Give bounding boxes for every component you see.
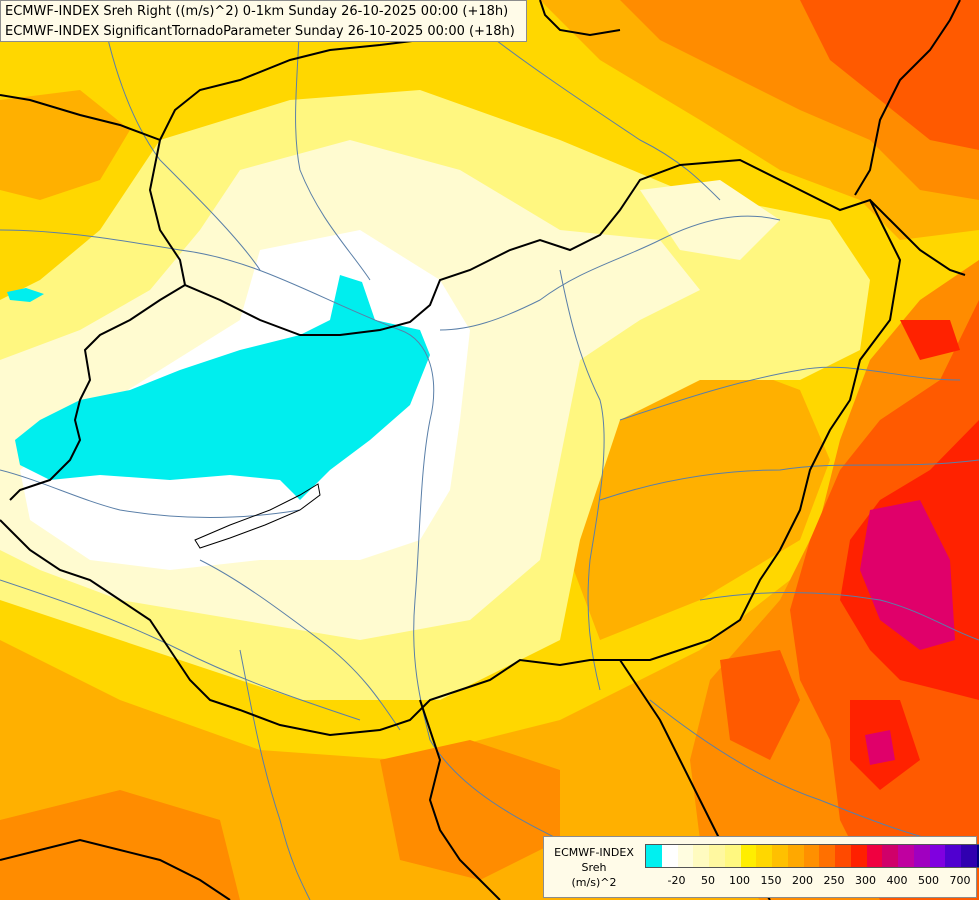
cyan-field bbox=[7, 275, 430, 500]
legend-swatch bbox=[976, 845, 979, 867]
legend-color-bar bbox=[645, 844, 979, 868]
legend-swatch bbox=[819, 845, 835, 867]
legend-swatch bbox=[787, 845, 804, 867]
legend-tick-label: 50 bbox=[701, 874, 715, 887]
legend-swatch bbox=[756, 845, 772, 867]
legend-swatch bbox=[724, 845, 741, 867]
legend-tick-label: 200 bbox=[792, 874, 813, 887]
legend-swatch bbox=[740, 845, 757, 867]
legend-title-param: Sreh bbox=[581, 861, 607, 874]
lake-balaton bbox=[194, 483, 321, 549]
legend-swatch bbox=[961, 845, 977, 867]
legend-tick-label: -20 bbox=[667, 874, 686, 887]
legend-tick-label: 400 bbox=[886, 874, 908, 887]
legend-title-unit: (m/s)^2 bbox=[571, 876, 617, 889]
map-title-box: ECMWF-INDEX Sreh Right ((m/s)^2) 0-1km S… bbox=[0, 0, 527, 42]
color-legend: ECMWF-INDEX Sreh (m/s)^2 -20 50 100 150 200 2… bbox=[543, 836, 979, 898]
legend-tick-label: 500 bbox=[918, 874, 939, 887]
legend-swatch bbox=[646, 845, 662, 867]
legend-tick-label: 100 bbox=[729, 874, 750, 887]
legend-swatch bbox=[709, 845, 725, 867]
title-line-sreh: ECMWF-INDEX Sreh Right ((m/s)^2) 0-1km S… bbox=[5, 4, 509, 19]
legend-tick-labels: -20 50 100 150 200 250 300 400 500 700 bbox=[644, 874, 971, 888]
legend-swatch bbox=[913, 845, 930, 867]
legend-swatch bbox=[693, 845, 709, 867]
legend-title: ECMWF-INDEX Sreh (m/s)^2 bbox=[544, 845, 644, 890]
legend-swatch bbox=[772, 845, 788, 867]
legend-swatch bbox=[866, 845, 883, 867]
legend-swatch bbox=[661, 845, 678, 867]
legend-swatch bbox=[945, 845, 961, 867]
legend-swatch bbox=[850, 845, 867, 867]
legend-swatch bbox=[835, 845, 851, 867]
magenta-field bbox=[860, 500, 955, 765]
legend-tick-label: 700 bbox=[949, 874, 971, 887]
legend-swatch bbox=[803, 845, 820, 867]
legend-tick-label: 300 bbox=[855, 874, 876, 887]
legend-title-model: ECMWF-INDEX bbox=[554, 846, 634, 859]
legend-tick-label: 150 bbox=[760, 874, 782, 887]
title-line-stp: ECMWF-INDEX SignificantTornadoParameter … bbox=[5, 24, 515, 39]
legend-swatch bbox=[882, 845, 898, 867]
legend-swatch bbox=[677, 845, 694, 867]
legend-tick-label: 250 bbox=[823, 874, 845, 887]
legend-swatch bbox=[898, 845, 914, 867]
legend-swatch bbox=[929, 845, 946, 867]
